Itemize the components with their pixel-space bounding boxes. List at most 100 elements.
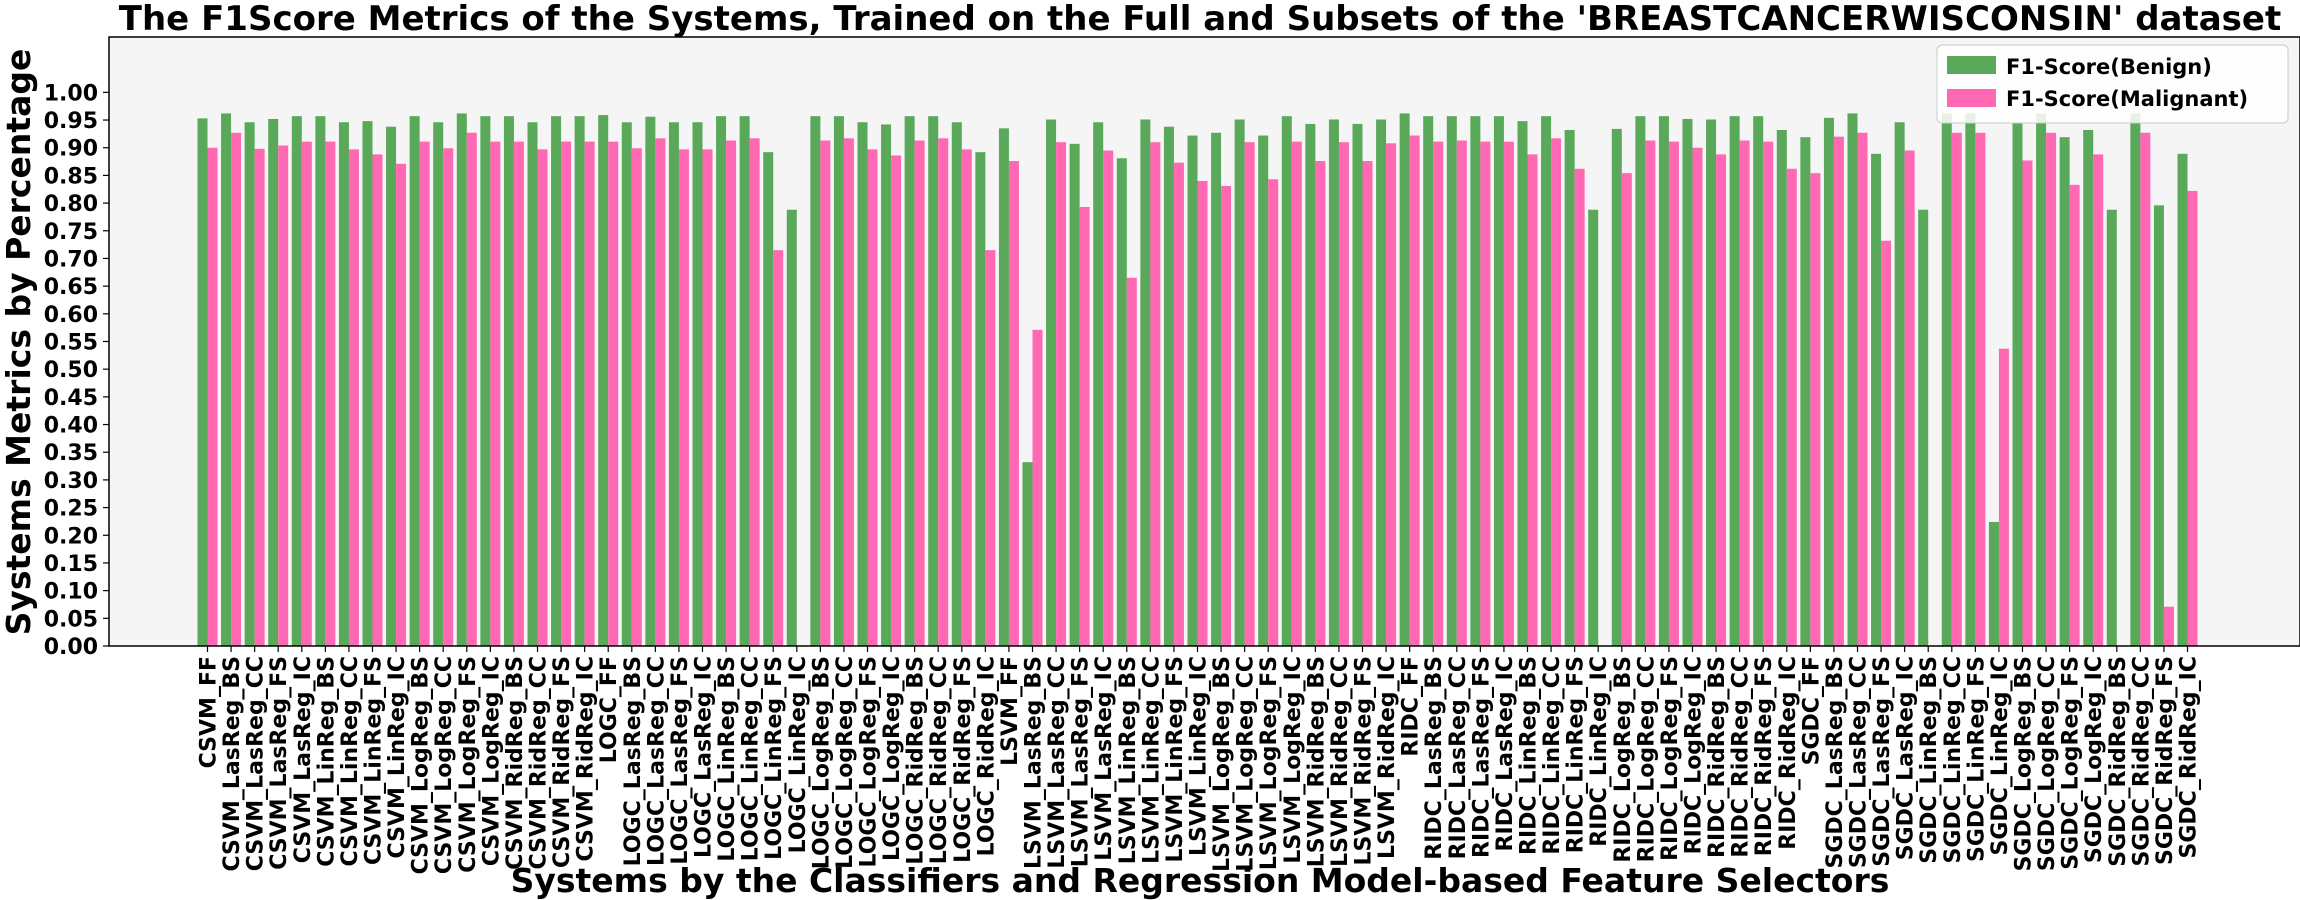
bar-benign-RIDC_LasReg_CC [1446, 116, 1457, 647]
x-tick-label: RIDC_RidReg_CC [1729, 656, 1754, 858]
y-tick-label: 0.25 [44, 497, 98, 522]
x-tick-label: LSVM_LasReg_FS [1069, 656, 1094, 867]
x-tick-label: CSVM_LasReg_IC [291, 656, 316, 863]
bar-benign-CSVM_LogReg_CC [433, 122, 444, 646]
x-tick-label: CSVM_LinReg_FS [362, 656, 387, 865]
bar-benign-RIDC_LogReg_BS [1611, 128, 1622, 646]
bar-malignant-LOGC_LogReg_CC [843, 138, 854, 646]
bar-malignant-SGDC_RidReg_IC [2187, 190, 2198, 646]
x-tick-label: CSVM_RidReg_BS [503, 656, 528, 870]
bar-malignant-SGDC_LasReg_IC [1904, 150, 1915, 646]
bar-benign-LOGC_LasReg_CC [645, 116, 656, 647]
x-tick-label: LSVM_LinReg_FS [1163, 656, 1188, 863]
x-tick-label: SGDC_RidReg_FS [2153, 656, 2178, 865]
x-tick-label: CSVM_RidReg_CC [527, 656, 552, 869]
x-tick-label: CSVM_LogReg_CC [432, 656, 457, 874]
bar-benign-RIDC_RidReg_IC [1776, 130, 1787, 646]
x-tick-label: SGDC_RidReg_BS [2106, 656, 2131, 867]
bar-malignant-LOGC_LogReg_FS [867, 149, 878, 646]
bar-benign-SGDC_LinReg_FS [1965, 113, 1976, 646]
bar-benign-RIDC_LasReg_BS [1423, 116, 1434, 647]
x-tick-label: LOGC_RidReg_BS [904, 656, 929, 865]
bar-benign-CSVM_RidReg_IC [574, 116, 585, 647]
x-tick-label: SGDC_LogReg_BS [2012, 656, 2037, 871]
bar-benign-LSVM_LinReg_BS [1116, 158, 1127, 646]
x-tick-label: LOGC_LinReg_CC [739, 656, 764, 861]
x-tick-label: CSVM_LogReg_IC [479, 656, 504, 866]
bar-benign-SGDC_RidReg_FS [2153, 205, 2164, 646]
x-tick-label: CSVM_LasReg_CC [244, 656, 269, 871]
bar-malignant-RIDC_LinReg_FS [1574, 168, 1585, 646]
bar-malignant-CSVM_FF [207, 147, 218, 647]
bar-benign-LSVM_LinReg_IC [1187, 135, 1198, 647]
x-tick-label: RIDC_LasReg_IC [1493, 656, 1518, 851]
y-tick-label: 0.20 [44, 524, 98, 549]
bar-benign-LSVM_RidReg_FS [1352, 123, 1363, 647]
bar-malignant-CSVM_RidReg_FS [561, 141, 572, 646]
bar-benign-RIDC_RidReg_FS [1753, 116, 1764, 647]
x-tick-label: LOGC_LasReg_BS [621, 656, 646, 866]
x-tick-label: RIDC_LogReg_FS [1658, 656, 1683, 861]
x-tick-label: SGDC_FF [1799, 656, 1824, 765]
bar-benign-CSVM_LogReg_FS [456, 113, 467, 646]
bar-malignant-LOGC_RidReg_IC [985, 250, 996, 646]
bar-benign-SGDC_LasReg_FS [1871, 153, 1882, 646]
bar-benign-SGDC_LasReg_CC [1847, 113, 1858, 646]
bar-benign-LOGC_LinReg_CC [739, 116, 750, 647]
bar-malignant-SGDC_LasReg_FS [1881, 240, 1892, 647]
x-tick-label: SGDC_LogReg_CC [2035, 656, 2060, 871]
bar-benign-RIDC_LasReg_FS [1470, 116, 1481, 647]
bar-malignant-LOGC_FF [608, 141, 619, 646]
bar-benign-CSVM_LogReg_BS [409, 116, 420, 647]
bar-benign-RIDC_RidReg_CC [1729, 116, 1740, 647]
bar-benign-SGDC_LasReg_IC [1894, 122, 1905, 646]
bar-benign-LOGC_FF [598, 115, 609, 646]
y-tick-label: 0.80 [44, 192, 98, 217]
x-tick-label: LOGC_RidReg_CC [927, 656, 952, 864]
x-tick-label: RIDC_LinReg_BS [1517, 656, 1542, 855]
bar-malignant-LOGC_LogReg_BS [820, 140, 831, 646]
bar-malignant-RIDC_RidReg_FS [1763, 141, 1774, 646]
bar-malignant-CSVM_LinReg_IC [396, 163, 407, 646]
bar-malignant-LSVM_LasReg_BS [1032, 329, 1043, 646]
bar-malignant-SGDC_LasReg_BS [1833, 136, 1844, 646]
bar-malignant-LSVM_LinReg_IC [1197, 180, 1208, 646]
bar-malignant-CSVM_LasReg_FS [278, 145, 289, 646]
bar-malignant-RIDC_RidReg_IC [1786, 168, 1797, 646]
x-tick-label: LOGC_FF [597, 656, 622, 763]
y-tick-label: 0.05 [44, 607, 98, 632]
bar-malignant-SGDC_LinReg_IC [1998, 348, 2009, 646]
bar-benign-RIDC_RidReg_BS [1706, 119, 1717, 647]
bar-malignant-LSVM_LinReg_BS [1126, 277, 1137, 646]
y-axis-label: Systems Metrics by Percentage [0, 49, 38, 636]
bar-benign-SGDC_RidReg_IC [2177, 153, 2188, 646]
bar-malignant-RIDC_RidReg_CC [1739, 140, 1750, 646]
bar-benign-LSVM_LasReg_BS [1022, 462, 1033, 646]
x-axis-label: Systems by the Classifiers and Regressio… [511, 861, 1890, 900]
bar-malignant-LOGC_LasReg_CC [655, 138, 666, 646]
bar-malignant-LOGC_LinReg_CC [749, 138, 760, 646]
x-tick-label: LOGC_LogReg_IC [880, 656, 905, 861]
y-tick-label: 0.15 [44, 552, 98, 577]
plot-frame [108, 36, 2300, 647]
bar-benign-LSVM_LasReg_IC [1093, 122, 1104, 646]
bar-benign-CSVM_LasReg_FS [268, 118, 279, 646]
x-tick-label: LSVM_LinReg_BS [1116, 656, 1141, 864]
x-tick-label: LSVM_RidReg_FS [1352, 656, 1377, 866]
bar-malignant-RIDC_LogReg_CC [1645, 140, 1656, 646]
x-tick-label: SGDC_RidReg_IC [2177, 656, 2202, 858]
bar-malignant-RIDC_LasReg_FS [1480, 141, 1491, 646]
bar-benign-LOGC_LasReg_IC [692, 122, 703, 646]
x-tick-label: CSVM_LinReg_CC [338, 656, 363, 866]
bar-benign-RIDC_LinReg_CC [1541, 116, 1552, 647]
bar-malignant-LOGC_RidReg_CC [938, 138, 949, 646]
bar-malignant-SGDC_LinReg_FS [1975, 132, 1986, 646]
y-tick-label: 0.30 [44, 469, 98, 494]
bar-benign-LOGC_RidReg_CC [928, 116, 939, 647]
legend-label-malignant: F1-Score(Malignant) [2006, 87, 2248, 111]
x-tick-label: RIDC_LogReg_BS [1611, 656, 1636, 863]
bar-benign-LSVM_LogReg_FS [1258, 135, 1269, 647]
x-tick-label: RIDC_RidReg_IC [1776, 656, 1801, 850]
y-axis: 0.00 0.050.10 0.15 0.200.25 0.30 0.350.40 0.45… [44, 81, 109, 660]
